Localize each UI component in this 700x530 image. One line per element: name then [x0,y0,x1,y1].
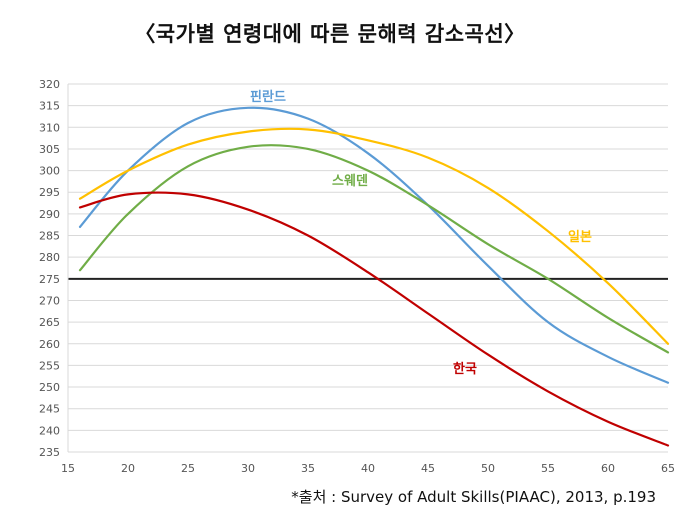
y-tick-label-260: 260 [39,338,60,351]
y-tick-label-240: 240 [39,424,60,437]
y-tick-label-255: 255 [39,359,60,372]
series-line-2 [78,127,670,345]
y-tick-label-250: 250 [39,381,60,394]
y-tick-label-245: 245 [39,403,60,416]
y-tick-label-265: 265 [39,316,60,329]
series-label-3: 스웨덴 [332,173,368,189]
y-tick-label-235: 235 [39,446,60,459]
x-tick-label-60: 60 [601,462,615,475]
y-tick-label-305: 305 [39,143,60,156]
series-line-3 [78,144,670,354]
y-tick-label-295: 295 [39,186,60,199]
x-tick-label-20: 20 [121,462,135,475]
x-tick-label-25: 25 [181,462,195,475]
x-tick-label-55: 55 [541,462,555,475]
y-tick-label-285: 285 [39,230,60,243]
x-tick-label-35: 35 [301,462,315,475]
series-label-2: 일본 [568,230,592,245]
x-tick-label-30: 30 [241,462,255,475]
series-line-1 [78,106,670,384]
series-line-4 [78,191,670,447]
series-label-4: 한국 [453,361,477,377]
y-tick-label-310: 310 [39,121,60,134]
x-tick-label-45: 45 [421,462,435,475]
x-tick-label-65: 65 [661,462,675,475]
y-tick-label-270: 270 [39,294,60,307]
y-tick-label-320: 320 [39,78,60,91]
x-tick-label-40: 40 [361,462,375,475]
chart-source: *출처 : Survey of Adult Skills(PIAAC), 201… [291,488,656,506]
y-tick-label-315: 315 [39,100,60,113]
series-label-1: 핀란드 [250,89,286,105]
y-tick-label-290: 290 [39,208,60,221]
chart-title: 〈국가별 연령대에 따른 문해력 감소곡선〉 [134,22,526,46]
y-tick-label-300: 300 [39,165,60,178]
x-tick-label-15: 15 [61,462,75,475]
series-layer [78,106,670,447]
x-tick-label-50: 50 [481,462,495,475]
y-tick-label-275: 275 [39,273,60,286]
axis-layer: 235 240 245 250 255 260 265 270 275 280 285 290 295 3… [39,78,675,475]
y-tick-label-280: 280 [39,251,60,264]
